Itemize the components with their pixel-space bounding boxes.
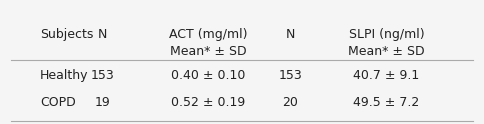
Text: N: N: [286, 28, 295, 41]
Text: 153: 153: [91, 69, 114, 82]
Text: 0.40 ± 0.10: 0.40 ± 0.10: [171, 69, 245, 82]
Text: 20: 20: [282, 96, 298, 109]
Text: N: N: [98, 28, 107, 41]
Text: Subjects: Subjects: [40, 28, 93, 41]
Text: COPD: COPD: [40, 96, 76, 109]
Text: 0.52 ± 0.19: 0.52 ± 0.19: [171, 96, 245, 109]
Text: 40.7 ± 9.1: 40.7 ± 9.1: [353, 69, 420, 82]
Text: ACT (mg/ml)
Mean* ± SD: ACT (mg/ml) Mean* ± SD: [169, 28, 247, 58]
Text: 49.5 ± 7.2: 49.5 ± 7.2: [353, 96, 420, 109]
Text: SLPI (ng/ml)
Mean* ± SD: SLPI (ng/ml) Mean* ± SD: [348, 28, 424, 58]
Text: 153: 153: [278, 69, 302, 82]
Text: Healthy: Healthy: [40, 69, 89, 82]
Text: 19: 19: [94, 96, 110, 109]
